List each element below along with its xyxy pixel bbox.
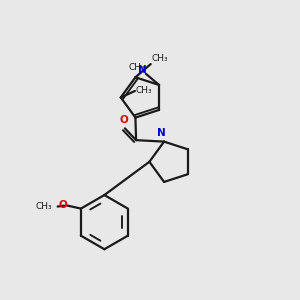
Text: O: O [58,200,67,210]
Text: CH₃: CH₃ [129,63,145,72]
Text: CH₃: CH₃ [36,202,52,211]
Text: N: N [138,65,146,75]
Text: O: O [119,116,128,125]
Text: CH₃: CH₃ [151,54,168,63]
Text: CH₃: CH₃ [136,86,152,95]
Text: N: N [157,128,166,138]
